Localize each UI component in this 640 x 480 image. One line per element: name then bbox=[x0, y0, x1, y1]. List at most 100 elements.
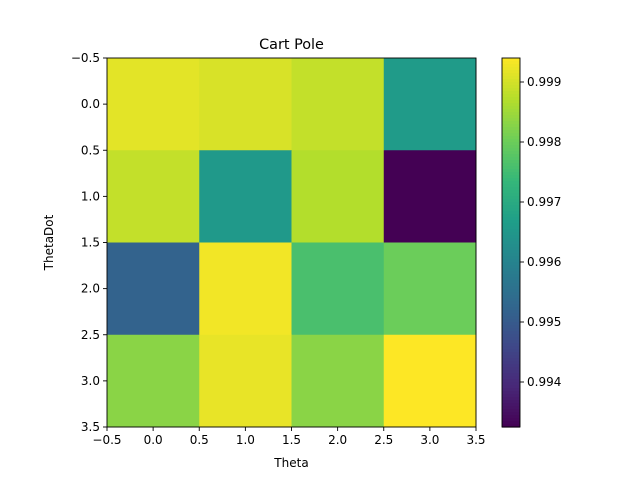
heatmap-cell-r3-c3 bbox=[383, 334, 477, 428]
colorbar-strip bbox=[502, 361, 520, 365]
x-axis-label: Theta bbox=[273, 456, 308, 470]
colorbar-strip bbox=[502, 388, 520, 392]
colorbar-strip bbox=[502, 190, 520, 194]
colorbar-axis: 0.994 0.995 0.996 0.997 0.998 0.999 bbox=[520, 75, 561, 389]
colorbar-strip bbox=[502, 286, 520, 290]
y-tick-label: 2.5 bbox=[81, 328, 100, 342]
colorbar-strip bbox=[502, 292, 520, 296]
colorbar-strip bbox=[502, 337, 520, 341]
colorbar-tick-label: 0.998 bbox=[527, 135, 561, 149]
colorbar-strip bbox=[502, 148, 520, 152]
colorbar-strip bbox=[502, 133, 520, 137]
colorbar-strip bbox=[502, 205, 520, 209]
colorbar-strip bbox=[502, 406, 520, 410]
colorbar-strip bbox=[502, 424, 520, 428]
heatmap-cell-r2-c3 bbox=[383, 242, 477, 336]
chart-title: Cart Pole bbox=[259, 37, 324, 53]
colorbar-strip bbox=[502, 196, 520, 200]
colorbar-strip bbox=[502, 340, 520, 344]
x-axis: −0.5 0.0 0.5 1.0 1.5 2.0 2.5 3.0 3.5 bbox=[92, 427, 486, 447]
colorbar-strip bbox=[502, 79, 520, 83]
y-tick-label: −0.5 bbox=[71, 51, 100, 65]
y-axis-label: ThetaDot bbox=[42, 214, 56, 271]
heatmap-cell-r1-c3 bbox=[383, 150, 477, 243]
colorbar-strip bbox=[502, 136, 520, 140]
heatmap-cell-r1-c1 bbox=[199, 150, 292, 243]
colorbar-strip bbox=[502, 367, 520, 371]
colorbar-strip bbox=[502, 349, 520, 353]
colorbar-strip bbox=[502, 85, 520, 89]
colorbar-strip bbox=[502, 124, 520, 128]
colorbar-strip bbox=[502, 223, 520, 227]
colorbar-strip bbox=[502, 238, 520, 242]
colorbar-strip bbox=[502, 175, 520, 179]
colorbar-strip bbox=[502, 232, 520, 236]
x-tick-label: 2.5 bbox=[374, 433, 393, 447]
colorbar-strip bbox=[502, 307, 520, 311]
colorbar-strip bbox=[502, 184, 520, 188]
colorbar-strip bbox=[502, 280, 520, 284]
x-tick-label: 0.0 bbox=[144, 433, 163, 447]
colorbar-strip bbox=[502, 298, 520, 302]
colorbar-strip bbox=[502, 373, 520, 377]
heatmap-cell-r2-c0 bbox=[107, 242, 200, 336]
colorbar-strip bbox=[502, 310, 520, 314]
colorbar-strip bbox=[502, 157, 520, 161]
colorbar-strip bbox=[502, 214, 520, 218]
x-tick-label: 2.0 bbox=[328, 433, 347, 447]
colorbar-strip bbox=[502, 331, 520, 335]
colorbar-strip bbox=[502, 301, 520, 305]
colorbar-strip bbox=[502, 262, 520, 266]
colorbar-strip bbox=[502, 304, 520, 308]
x-tick-label: 3.0 bbox=[420, 433, 439, 447]
heatmap-cell-r3-c1 bbox=[199, 334, 292, 428]
colorbar-strip bbox=[502, 217, 520, 221]
colorbar-strip bbox=[502, 169, 520, 173]
colorbar-strip bbox=[502, 61, 520, 65]
colorbar-strip bbox=[502, 118, 520, 122]
y-tick-label: 1.0 bbox=[81, 189, 100, 203]
colorbar-strip bbox=[502, 58, 520, 62]
colorbar-strip bbox=[502, 94, 520, 98]
colorbar-strip bbox=[502, 142, 520, 146]
colorbar: 0.994 0.995 0.996 0.997 0.998 0.999 bbox=[501, 57, 561, 428]
colorbar-strip bbox=[502, 139, 520, 143]
colorbar-strip bbox=[502, 415, 520, 419]
y-tick-label: 3.5 bbox=[81, 420, 100, 434]
colorbar-strip bbox=[502, 319, 520, 323]
heatmap-cell-r0-c3 bbox=[383, 58, 477, 151]
x-tick-label: 0.5 bbox=[190, 433, 209, 447]
colorbar-strip bbox=[502, 100, 520, 104]
heatmap-cell-r1-c2 bbox=[291, 150, 385, 243]
colorbar-strip bbox=[502, 247, 520, 251]
colorbar-tick-label: 0.997 bbox=[527, 195, 561, 209]
colorbar-strip bbox=[502, 229, 520, 233]
colorbar-strip bbox=[502, 166, 520, 170]
colorbar-strip bbox=[502, 106, 520, 110]
colorbar-strip bbox=[502, 325, 520, 329]
colorbar-strip bbox=[502, 220, 520, 224]
colorbar-strip bbox=[502, 73, 520, 77]
heatmap-cell-r2-c1 bbox=[199, 242, 292, 336]
colorbar-strip bbox=[502, 178, 520, 182]
colorbar-strip bbox=[502, 154, 520, 158]
heatmap-cell-r0-c1 bbox=[199, 58, 292, 151]
colorbar-strip bbox=[502, 145, 520, 149]
y-tick-label: 2.0 bbox=[81, 282, 100, 296]
colorbar-strip bbox=[502, 295, 520, 299]
colorbar-strip bbox=[502, 376, 520, 380]
colorbar-strip bbox=[502, 88, 520, 92]
y-tick-label: 0.5 bbox=[81, 143, 100, 157]
colorbar-strip bbox=[502, 382, 520, 386]
colorbar-strip bbox=[502, 343, 520, 347]
heatmap-cell-r3-c0 bbox=[107, 334, 200, 428]
x-tick-label: 1.5 bbox=[282, 433, 301, 447]
colorbar-strip bbox=[502, 121, 520, 125]
colorbar-strip bbox=[502, 67, 520, 71]
colorbar-strip bbox=[502, 127, 520, 131]
heatmap-cell-r2-c2 bbox=[291, 242, 385, 336]
colorbar-strip bbox=[502, 199, 520, 203]
colorbar-strip bbox=[502, 334, 520, 338]
colorbar-strip bbox=[502, 274, 520, 278]
x-tick-label: 1.0 bbox=[236, 433, 255, 447]
